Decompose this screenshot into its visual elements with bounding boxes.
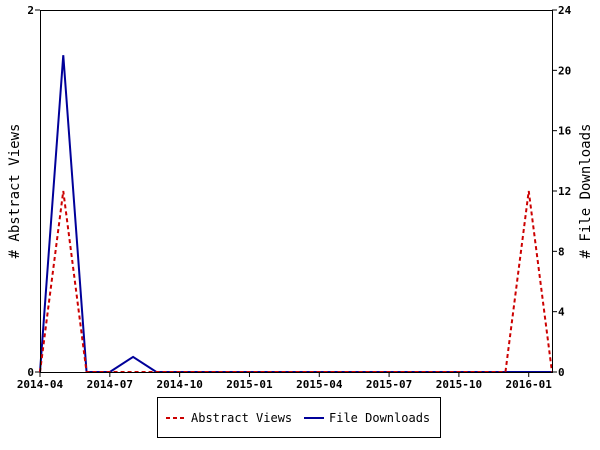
x-tick-label-2015-01: 2015-01	[226, 378, 273, 391]
legend-label-file-downloads: File Downloads	[329, 411, 430, 425]
y2-tick-label-24: 24	[558, 4, 572, 17]
series-line-abstract-views	[39, 190, 553, 373]
y-tick-label-0: 0	[27, 366, 34, 379]
legend-box	[157, 397, 441, 438]
plot-area	[40, 10, 553, 373]
x-tick-label-2014-10: 2014-10	[156, 378, 202, 391]
y2-tick-label-20: 20	[558, 64, 571, 77]
y2-tick-label-12: 12	[558, 185, 571, 198]
x-tick-label-2015-04: 2015-04	[296, 378, 343, 391]
x-tick-label-2015-10: 2015-10	[436, 378, 482, 391]
series-layer	[39, 55, 553, 373]
x-tick-label-2014-07: 2014-07	[87, 378, 133, 391]
x-tick-label-2015-07: 2015-07	[366, 378, 412, 391]
series-line-file-downloads	[39, 55, 552, 373]
ticks-layer: 2014-04 2014-07 2014-10 2015-01 2015-04 2015-…	[17, 4, 572, 391]
y2-tick-label-16: 16	[558, 125, 572, 138]
legend: Abstract Views File Downloads	[157, 397, 441, 438]
legend-label-abstract-views: Abstract Views	[191, 411, 292, 425]
x-tick-label-2016-01: 2016-01	[506, 378, 553, 391]
y-axis-title: # Abstract Views	[7, 124, 23, 259]
x-tick-label-2014-04: 2014-04	[17, 378, 64, 391]
y2-tick-label-8: 8	[558, 245, 565, 258]
y2-axis-title: # File Downloads	[578, 124, 594, 259]
y2-tick-label-0: 0	[558, 366, 565, 379]
y-tick-label-2: 2	[27, 4, 34, 17]
y2-tick-label-4: 4	[558, 306, 565, 319]
